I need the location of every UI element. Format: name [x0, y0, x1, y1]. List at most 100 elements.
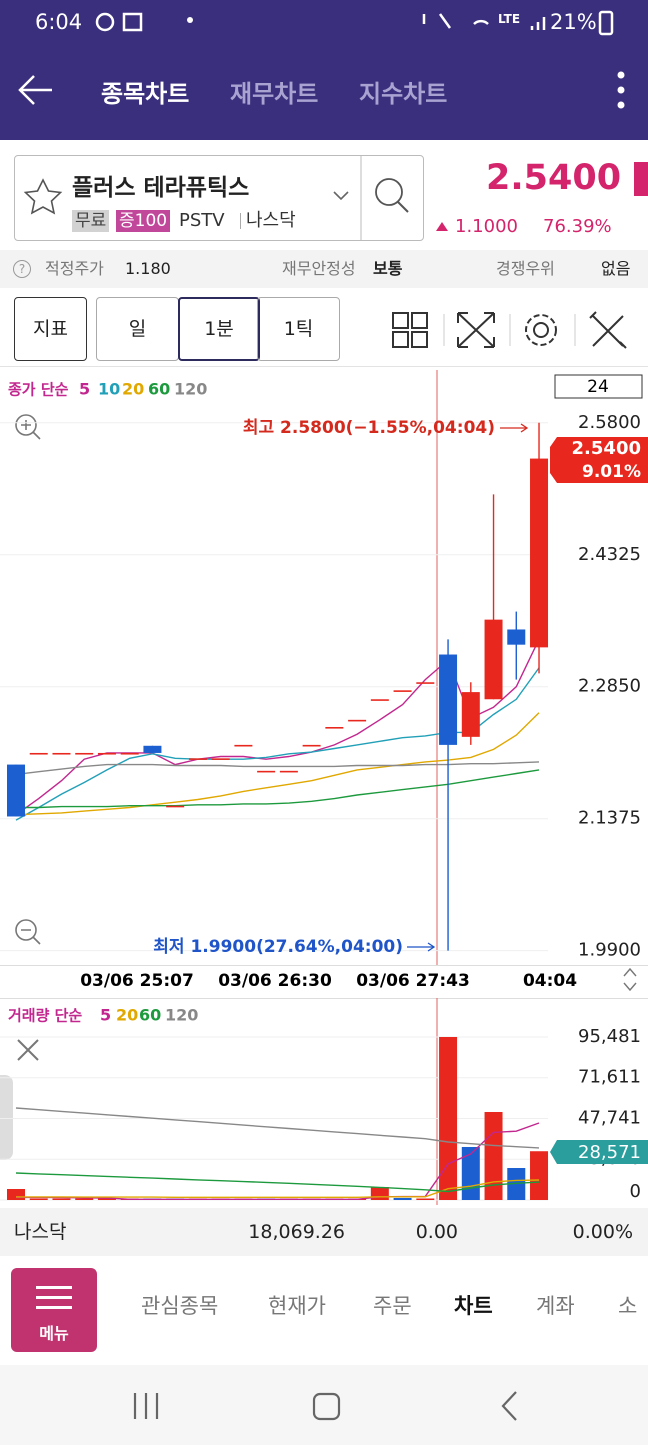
legend-title: 종가 단순 — [8, 381, 69, 399]
volume-bar — [348, 1198, 367, 1200]
price-bar — [634, 162, 648, 196]
menu-button[interactable]: 메뉴 — [11, 1268, 97, 1352]
system-nav-icons — [133, 1391, 517, 1421]
legend-entry: 120 — [174, 380, 207, 399]
help-icon[interactable]: ? — [13, 260, 31, 278]
candle-body — [120, 752, 139, 755]
info-label: 재무안정성 — [282, 259, 356, 278]
ma-line — [16, 769, 540, 809]
dropdown-chevron[interactable] — [333, 191, 349, 201]
tools-icon[interactable] — [589, 311, 627, 349]
nav-item[interactable]: 계좌 — [536, 1294, 575, 1318]
volume-bar — [52, 1198, 71, 1200]
high-note: 최고 2.5800(−1.55%,04:04) — [243, 418, 495, 438]
volume-bar — [75, 1198, 94, 1200]
nav-item[interactable]: 차트 — [454, 1294, 493, 1318]
y-tick-label: 1.9900 — [578, 940, 641, 961]
volume-bar — [302, 1198, 321, 1200]
x-axis-band — [0, 965, 648, 999]
legend-entry: 20 — [116, 1006, 138, 1025]
candle-body — [484, 619, 503, 700]
layout-icon[interactable] — [392, 312, 428, 348]
status-icon — [422, 13, 546, 30]
stock-name: 플러스 테라퓨틱스 — [72, 175, 250, 201]
close-volume[interactable] — [17, 1039, 39, 1061]
side-handle[interactable] — [0, 1075, 13, 1160]
indicator-button[interactable]: 지표 — [14, 297, 87, 361]
zoom-out[interactable] — [15, 919, 37, 941]
market-row: 나스닥 18,069.26 0.00 0.00% — [0, 1208, 648, 1256]
candle-body — [461, 692, 480, 737]
stock-tag: 무료 — [72, 210, 110, 232]
legend-title: 거래량 단순 — [8, 1007, 82, 1025]
candle-body — [302, 744, 321, 747]
period-button[interactable]: 일 — [96, 297, 179, 361]
stock-box[interactable] — [14, 155, 424, 241]
nav-item[interactable]: 주문 — [373, 1294, 412, 1318]
expand-icon[interactable] — [457, 312, 495, 348]
period-button[interactable]: 1분 — [178, 297, 260, 361]
nav-item[interactable]: 현재가 — [268, 1294, 326, 1318]
divider — [0, 366, 648, 367]
volume-bar — [166, 1198, 185, 1200]
settings-icon — [525, 314, 557, 346]
legend-entry: 5 — [100, 1006, 111, 1025]
volume-bar — [325, 1198, 344, 1200]
period-button[interactable]: 1틱 — [257, 297, 340, 361]
volume-bar — [416, 1198, 435, 1200]
tab[interactable]: 지수차트 — [359, 80, 448, 108]
y-tick-label: 47,741 — [578, 1107, 641, 1128]
status-dot — [187, 17, 193, 23]
back-arrow[interactable] — [18, 75, 52, 105]
nav-item[interactable]: 소 — [618, 1294, 638, 1318]
y-tick-label: 0 — [630, 1181, 641, 1202]
legend-entry: 60 — [148, 380, 170, 399]
back-button[interactable] — [501, 1391, 517, 1421]
low-note: 최저 1.9900(27.64%,04:00) — [153, 937, 403, 957]
candle-body — [325, 727, 344, 729]
recents-button[interactable] — [133, 1393, 159, 1419]
info-value: 보통 — [373, 259, 403, 278]
settings-icon[interactable] — [533, 322, 549, 338]
volume-bar — [257, 1198, 276, 1200]
home-button[interactable] — [312, 1392, 341, 1421]
legend-entry: 20 — [122, 380, 144, 399]
volume-bar — [507, 1168, 526, 1200]
ma-line — [15, 667, 540, 821]
candle-body — [393, 690, 412, 692]
nav-item[interactable]: 관심종목 — [141, 1294, 219, 1318]
volume-bar — [234, 1198, 253, 1200]
info-value: 1.180 — [125, 259, 171, 278]
tab[interactable]: 종목차트 — [101, 80, 190, 108]
last-volume-tag — [550, 1140, 648, 1164]
candle-body — [530, 458, 549, 648]
volume-bar — [370, 1187, 389, 1200]
volume-bar — [393, 1197, 412, 1200]
header-icons — [18, 10, 625, 109]
count-box — [554, 374, 643, 399]
candle-body — [143, 745, 162, 753]
status-network: LTE — [498, 12, 521, 26]
zoom-in[interactable] — [15, 414, 37, 436]
volume-bar — [120, 1198, 139, 1200]
candle-body — [416, 682, 435, 684]
stock-tag: 증100 — [116, 210, 171, 232]
info-row: ? 적정주가 1.180 재무안정성 보통 경쟁우위 없음 — [0, 250, 648, 288]
candle-body — [97, 752, 116, 755]
menu-label: 메뉴 — [39, 1324, 69, 1343]
search-icon[interactable] — [375, 178, 403, 206]
favorite-star[interactable] — [23, 178, 63, 215]
market-change-pct: 0.00% — [572, 1221, 633, 1243]
candle-body — [211, 758, 230, 760]
status-icon — [95, 12, 115, 32]
candle-body — [348, 719, 367, 722]
candle-body — [166, 805, 185, 808]
info-label: 경쟁우위 — [496, 259, 555, 278]
tab[interactable]: 재무차트 — [230, 80, 319, 108]
stock-price: 2.5400 — [486, 158, 622, 198]
legend-entry: 5 — [79, 380, 90, 399]
note-arrow — [407, 942, 436, 952]
candle-body — [29, 752, 48, 755]
volume-bar — [461, 1146, 480, 1200]
ma-line — [15, 761, 540, 776]
